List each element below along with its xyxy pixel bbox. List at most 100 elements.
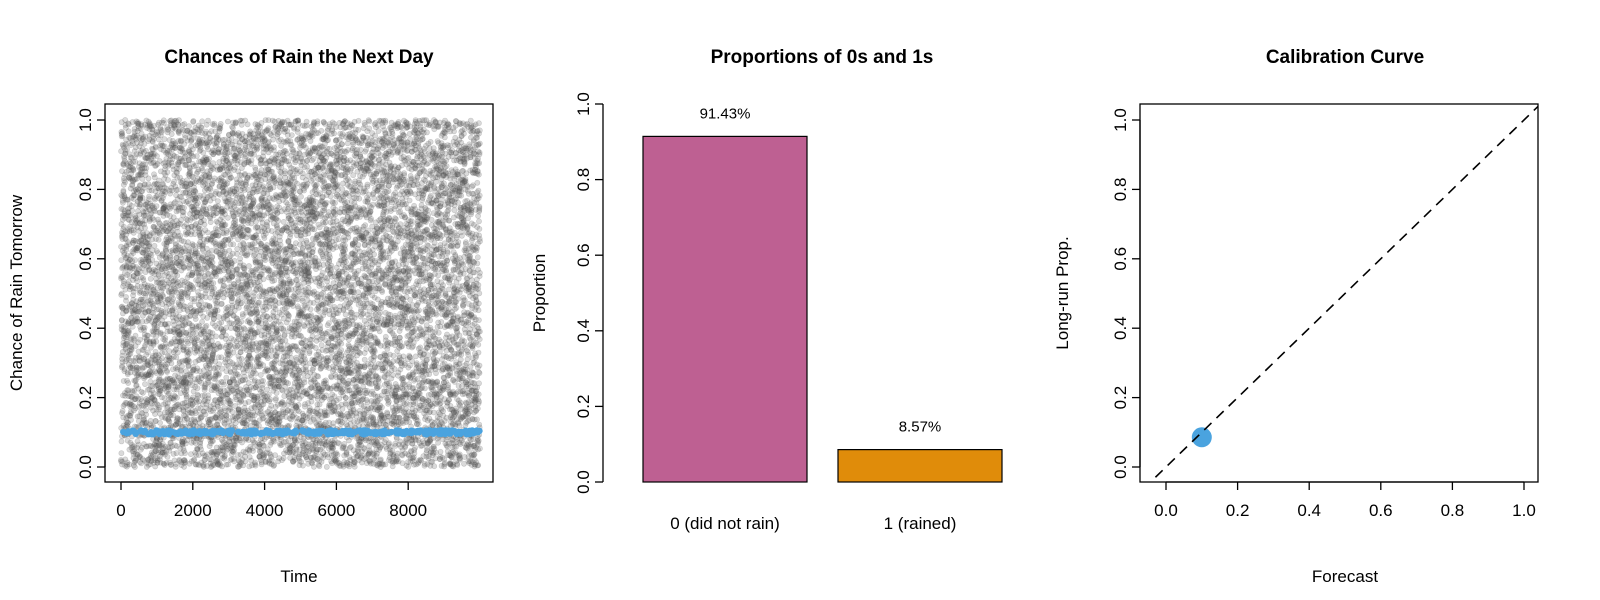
data-point	[119, 305, 126, 312]
data-point	[132, 154, 138, 160]
data-point	[238, 295, 245, 301]
data-point	[121, 214, 128, 221]
data-point	[128, 304, 135, 311]
data-point	[126, 159, 133, 165]
data-point	[286, 203, 292, 210]
data-point	[126, 163, 133, 170]
data-point	[260, 276, 267, 283]
data-point	[132, 307, 138, 314]
data-point	[126, 400, 133, 407]
data-point	[129, 394, 135, 401]
data-point	[120, 181, 127, 188]
data-point	[121, 366, 128, 372]
data-point	[124, 259, 131, 265]
data-point	[268, 457, 275, 464]
data-point	[122, 196, 129, 203]
data-point	[181, 204, 187, 211]
data-point	[245, 227, 252, 234]
data-point	[146, 243, 153, 249]
data-point	[128, 219, 135, 225]
data-point	[120, 199, 126, 206]
data-point	[119, 247, 126, 254]
data-point	[122, 346, 129, 353]
data-point	[197, 298, 204, 305]
data-point	[131, 223, 138, 230]
data-point	[125, 412, 132, 419]
data-point	[170, 295, 177, 302]
data-point	[120, 402, 127, 409]
data-point	[129, 365, 136, 371]
data-point	[132, 378, 139, 385]
data-point	[268, 204, 275, 210]
data-point	[265, 391, 272, 398]
data-point	[127, 164, 134, 171]
data-point	[128, 365, 134, 371]
data-point	[122, 325, 128, 332]
data-point	[122, 122, 129, 128]
data-point	[151, 242, 158, 249]
data-point	[232, 218, 239, 224]
data-point	[210, 285, 217, 292]
data-point	[132, 318, 138, 324]
data-point	[125, 212, 132, 219]
data-point	[118, 450, 125, 457]
data-point	[123, 307, 130, 314]
data-point	[123, 340, 129, 347]
data-point	[122, 150, 129, 157]
data-point	[128, 416, 134, 423]
data-point	[125, 355, 132, 362]
data-point	[132, 257, 138, 263]
data-point	[118, 323, 125, 329]
data-point	[238, 300, 245, 306]
data-point	[123, 294, 129, 300]
data-point	[132, 176, 139, 183]
data-point	[145, 332, 151, 339]
data-point	[121, 177, 128, 184]
data-point	[143, 411, 149, 418]
data-point	[120, 142, 127, 149]
data-point	[205, 395, 212, 402]
data-point	[119, 197, 126, 204]
data-point	[125, 163, 132, 169]
data-point	[122, 254, 129, 261]
data-point	[210, 280, 217, 286]
data-point	[126, 201, 133, 207]
data-point	[175, 165, 182, 172]
data-point	[131, 176, 137, 183]
data-point	[128, 175, 135, 182]
data-point	[121, 249, 128, 256]
data-point	[119, 168, 125, 174]
data-point	[125, 319, 132, 326]
data-point	[130, 227, 137, 233]
data-point	[129, 448, 136, 455]
data-point	[174, 272, 181, 279]
data-point	[174, 186, 181, 193]
data-point	[127, 264, 134, 271]
data-point	[120, 422, 127, 429]
data-point	[120, 161, 126, 168]
data-point	[159, 127, 166, 134]
data-point	[273, 389, 280, 396]
data-point	[120, 213, 127, 219]
data-point	[132, 457, 139, 464]
data-point	[288, 141, 295, 148]
data-point	[183, 393, 190, 399]
data-point	[119, 348, 126, 355]
data-point	[132, 316, 138, 322]
data-point	[126, 264, 133, 271]
data-point	[214, 307, 221, 314]
data-point	[214, 198, 221, 204]
data-point	[119, 362, 126, 369]
data-point	[241, 266, 248, 273]
data-point	[125, 327, 132, 334]
data-point	[128, 444, 135, 451]
data-point	[118, 291, 125, 298]
data-point	[126, 267, 133, 274]
data-point	[254, 145, 261, 152]
data-point	[132, 405, 139, 412]
data-point	[131, 448, 138, 455]
data-point	[131, 192, 137, 198]
data-point	[272, 395, 279, 402]
data-point	[119, 265, 126, 272]
data-point	[150, 390, 157, 396]
